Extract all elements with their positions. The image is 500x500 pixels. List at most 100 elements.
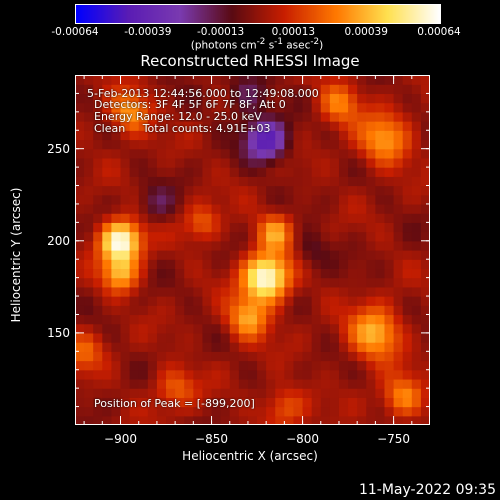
heatmap-cell bbox=[84, 296, 94, 306]
heatmap-cell bbox=[175, 111, 185, 122]
heatmap-cell bbox=[193, 250, 204, 260]
heatmap-cell bbox=[266, 378, 276, 389]
heatmap-cell bbox=[156, 332, 167, 343]
heatmap-cell bbox=[320, 111, 331, 122]
heatmap-cell bbox=[175, 203, 185, 214]
heatmap-cell bbox=[84, 268, 94, 279]
heatmap-cell bbox=[102, 250, 113, 260]
heatmap-cell bbox=[184, 397, 194, 408]
x-axis-label: Heliocentric X (arcsec) bbox=[182, 449, 318, 463]
heatmap-cell bbox=[257, 93, 267, 104]
heatmap-cell bbox=[166, 332, 176, 343]
heatmap-cell bbox=[375, 139, 386, 150]
heatmap-cell bbox=[402, 378, 413, 389]
heatmap-cell bbox=[411, 332, 422, 343]
heatmap-cell bbox=[320, 351, 331, 362]
heatmap-cell bbox=[366, 240, 376, 251]
heatmap-cell bbox=[375, 378, 386, 389]
heatmap-cell bbox=[166, 323, 176, 334]
heatmap-cell bbox=[375, 388, 386, 398]
heatmap-cell bbox=[311, 332, 322, 343]
heatmap-cell bbox=[402, 360, 413, 371]
heatmap-cell bbox=[348, 388, 358, 398]
heatmap-cell bbox=[284, 305, 295, 316]
heatmap-cell bbox=[111, 203, 122, 214]
heatmap-cell bbox=[393, 213, 404, 223]
heatmap-cell bbox=[111, 305, 122, 316]
heatmap-cell bbox=[84, 250, 94, 260]
heatmap-cell bbox=[348, 305, 358, 316]
heatmap-cell bbox=[320, 314, 331, 325]
heatmap-cell bbox=[420, 406, 430, 417]
heatmap-cell bbox=[120, 323, 131, 334]
heatmap-cell bbox=[202, 194, 213, 205]
heatmap-cell bbox=[348, 231, 358, 242]
heatmap-cell bbox=[102, 148, 113, 159]
heatmap-cell bbox=[275, 332, 285, 343]
heatmap-cell bbox=[375, 157, 386, 168]
heatmap-cell bbox=[75, 305, 85, 316]
heatmap-cell bbox=[338, 130, 349, 141]
heatmap-cell bbox=[247, 314, 258, 325]
heatmap-cell bbox=[220, 332, 231, 343]
heatmap-cell bbox=[348, 93, 358, 104]
heatmap-cell bbox=[93, 369, 103, 380]
heatmap-cell bbox=[120, 84, 131, 95]
heatmap-cell bbox=[275, 397, 285, 408]
heatmap-cell bbox=[220, 369, 231, 380]
heatmap-cell bbox=[420, 286, 430, 297]
heatmap-cell bbox=[193, 203, 204, 214]
heatmap-cell bbox=[384, 406, 395, 417]
heatmap-cell bbox=[375, 342, 386, 352]
heatmap-cell bbox=[275, 415, 285, 425]
heatmap-cell bbox=[375, 231, 386, 242]
heatmap-cell bbox=[302, 406, 313, 417]
heatmap-cell bbox=[138, 185, 149, 196]
heatmap-cell bbox=[111, 176, 122, 187]
heatmap-cell bbox=[275, 185, 285, 196]
heatmap-cell bbox=[102, 415, 113, 425]
heatmap-cell bbox=[420, 139, 430, 150]
heatmap-cell bbox=[348, 130, 358, 141]
heatmap-cell bbox=[84, 148, 94, 159]
heatmap-cell bbox=[229, 213, 240, 223]
heatmap-cell bbox=[420, 102, 430, 113]
heatmap-cell bbox=[166, 148, 176, 159]
heatmap-cell bbox=[156, 84, 167, 95]
heatmap-cell bbox=[247, 305, 258, 316]
heatmap-cell bbox=[111, 222, 122, 233]
heatmap-cell bbox=[238, 75, 249, 85]
heatmap-cell bbox=[266, 213, 276, 223]
heatmap-cell bbox=[147, 157, 158, 168]
heatmap-cell bbox=[138, 111, 149, 122]
heatmap-cell bbox=[329, 360, 340, 371]
heatmap-cell bbox=[111, 332, 122, 343]
heatmap-cell bbox=[138, 176, 149, 187]
heatmap-cell bbox=[266, 415, 276, 425]
heatmap-cell bbox=[93, 388, 103, 398]
heatmap-cell bbox=[156, 323, 167, 334]
heatmap-cell bbox=[111, 415, 122, 425]
heatmap-cell bbox=[93, 332, 103, 343]
heatmap-cell bbox=[220, 213, 231, 223]
heatmap-cell bbox=[193, 268, 204, 279]
heatmap-cell bbox=[275, 148, 285, 159]
heatmap-cell bbox=[156, 268, 167, 279]
heatmap-cell bbox=[147, 121, 158, 131]
heatmap-cell bbox=[120, 213, 131, 223]
heatmap-cell bbox=[102, 240, 113, 251]
heatmap-cell bbox=[402, 388, 413, 398]
heatmap-cell bbox=[102, 305, 113, 316]
heatmap-cell bbox=[320, 259, 331, 270]
heatmap-cell bbox=[266, 268, 276, 279]
heatmap-cell bbox=[366, 250, 376, 260]
heatmap-cell bbox=[147, 185, 158, 196]
heatmap-cell bbox=[411, 259, 422, 270]
heatmap-cell bbox=[302, 360, 313, 371]
heatmap-cell bbox=[375, 406, 386, 417]
heatmap-cell bbox=[311, 121, 322, 131]
heatmap-cell bbox=[184, 360, 194, 371]
heatmap-cell bbox=[366, 369, 376, 380]
heatmap-cell bbox=[411, 157, 422, 168]
heatmap-cell bbox=[311, 167, 322, 177]
